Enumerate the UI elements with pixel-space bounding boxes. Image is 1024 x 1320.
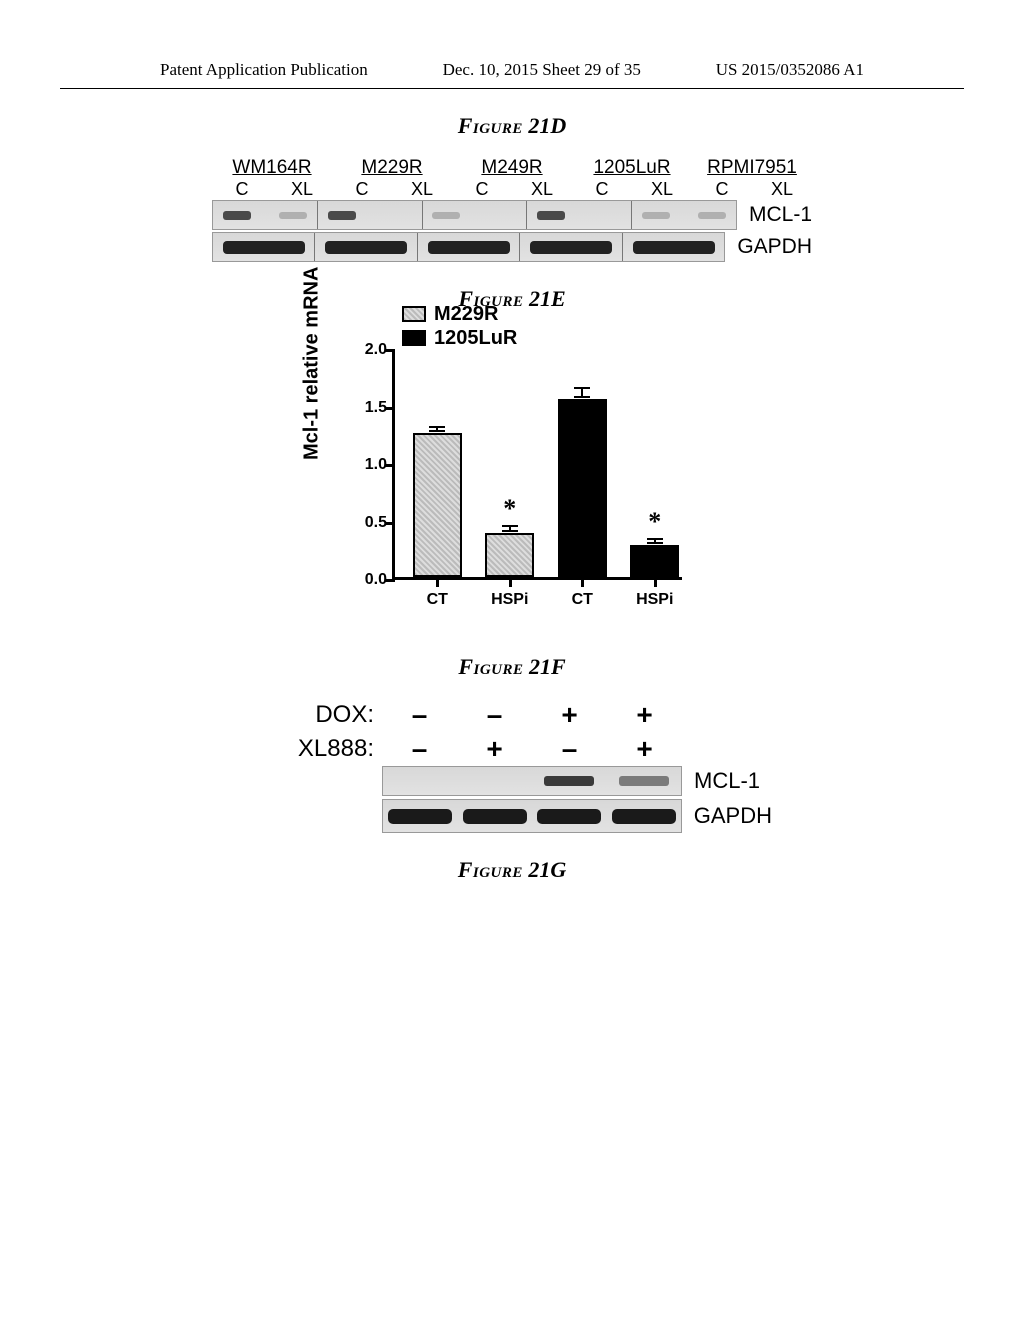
blot2-gapdh-band [382,799,682,833]
page-header: Patent Application Publication Dec. 10, … [60,0,964,89]
legend-swatch-icon [402,306,426,322]
blot2-gapdh-label: GAPDH [694,803,772,829]
chart-significance-mark: * [648,507,661,537]
blot2-xl888-row: XL888: – + – + [252,732,772,766]
blot2-treatment-label: XL888: [252,735,382,763]
chart-xtick-label: HSPi [636,591,673,609]
chart-significance-mark: * [503,494,516,524]
chart-bar [630,545,679,577]
blot2-mcl1-label: MCL-1 [694,768,760,794]
blot1-mcl1-label: MCL-1 [749,203,812,227]
chart-xtick-label: CT [427,591,448,609]
chart-xtick-label: CT [572,591,593,609]
blot1-group: RPMI7951 [692,157,812,179]
chart-ylabel: Mcl-1 relative mRNA [301,267,324,460]
blot1-mcl1-row: MCL-1 [212,200,812,230]
blot1-mcl1-band [212,200,737,230]
figure-21d-title: Figure 21D [0,113,1024,139]
chart-legend: M229R 1205LuR [402,302,517,350]
legend-label: M229R [434,303,498,326]
blot2-mcl1-row: MCL-1 [252,766,772,796]
chart-ytick-label: 2.0 [347,341,387,359]
blot1-condition-header: CXL CXL CXL CXL CXL [212,179,812,200]
blot1-group: WM164R [212,157,332,179]
chart-bar [558,399,607,577]
blot1-gapdh-row: GAPDH [212,232,812,262]
figure-21f-chart: Mcl-1 relative mRNA M229R 1205LuR 0.00.5… [312,330,712,630]
chart-bar [413,433,462,577]
legend-label: 1205LuR [434,327,517,350]
blot2-mcl1-band [382,766,682,796]
blot1-group: 1205LuR [572,157,692,179]
figure-21e-blot: WM164R M229R M249R 1205LuR RPMI7951 CXL … [212,157,812,262]
blot1-gapdh-band [212,232,725,262]
blot1-group: M229R [332,157,452,179]
figure-21f-title: Figure 21F [0,654,1024,680]
blot2-gapdh-row: GAPDH [252,799,772,833]
figure-21g-title: Figure 21G [0,857,1024,883]
header-center: Dec. 10, 2015 Sheet 29 of 35 [443,60,641,80]
header-left: Patent Application Publication [160,60,368,80]
chart-ytick-label: 0.0 [347,571,387,589]
chart-plot-area: 0.00.51.01.52.0CTHSPi*CTHSPi* [392,350,682,580]
legend-swatch-icon [402,330,426,346]
chart-ytick-label: 1.5 [347,399,387,417]
chart-xtick-label: HSPi [491,591,528,609]
blot2-treatment-label: DOX: [252,701,382,729]
blot1-gapdh-label: GAPDH [737,235,812,259]
header-right: US 2015/0352086 A1 [716,60,864,80]
figure-21g-blot: DOX: – – + + XL888: – + – + MCL-1 [252,698,772,833]
blot1-group-header: WM164R M229R M249R 1205LuR RPMI7951 [212,157,812,179]
chart-bar [485,533,534,577]
blot1-group: M249R [452,157,572,179]
chart-ytick-label: 0.5 [347,514,387,532]
blot2-dox-row: DOX: – – + + [252,698,772,732]
chart-ytick-label: 1.0 [347,456,387,474]
